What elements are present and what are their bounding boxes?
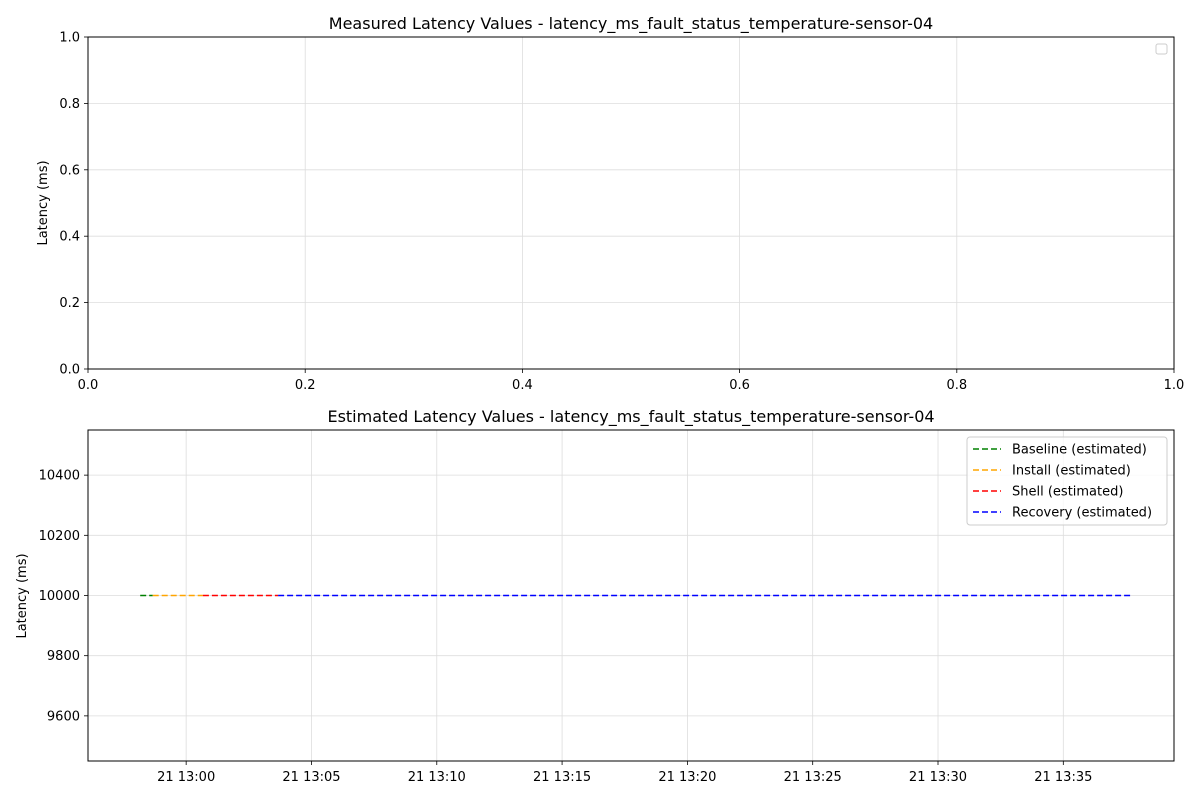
y-tick-label: 10200 (39, 529, 80, 544)
y-tick-label: 1.0 (59, 31, 80, 46)
legend: Baseline (estimated) Install (estimated) S… (966, 436, 1168, 526)
legend-entry: Shell (estimated) (1012, 485, 1123, 500)
y-axis-label: Latency (ms) (15, 553, 30, 638)
y-tick-label: 10000 (39, 589, 80, 604)
y-tick-label: 0.2 (59, 296, 80, 311)
x-tick-label: 21 13:00 (157, 770, 215, 785)
legend-entry: Install (estimated) (1012, 464, 1131, 479)
y-ticks: 9600 9800 10000 10200 10400 (39, 469, 88, 724)
x-tick-label: 21 13:10 (408, 770, 466, 785)
y-tick-label: 9800 (47, 649, 80, 664)
measured-latency-chart: Measured Latency Values - latency_ms_fau… (36, 14, 1184, 393)
y-tick-label: 0.4 (59, 230, 80, 245)
y-tick-label: 9600 (47, 709, 80, 724)
x-ticks: 21 13:00 21 13:05 21 13:10 21 13:15 21 13:20… (157, 761, 1092, 785)
x-tick-label: 0.8 (946, 378, 967, 393)
chart-title: Estimated Latency Values - latency_ms_fa… (327, 407, 934, 427)
legend-entry: Recovery (estimated) (1012, 506, 1152, 521)
x-tick-label: 21 13:05 (282, 770, 340, 785)
x-tick-label: 21 13:15 (533, 770, 591, 785)
x-tick-label: 1.0 (1164, 378, 1185, 393)
y-ticks: 0.0 0.2 0.4 0.6 0.8 1.0 (59, 31, 88, 378)
legend-entry: Baseline (estimated) (1012, 443, 1147, 458)
chart-title: Measured Latency Values - latency_ms_fau… (329, 14, 933, 34)
x-tick-label: 21 13:30 (909, 770, 967, 785)
y-axis-label: Latency (ms) (36, 160, 51, 245)
y-tick-label: 0.0 (59, 363, 80, 378)
legend-box (1155, 43, 1168, 55)
legend-box (966, 436, 1168, 526)
x-tick-label: 0.6 (729, 378, 750, 393)
y-tick-label: 10400 (39, 469, 80, 484)
x-ticks: 0.0 0.2 0.4 0.6 0.8 1.0 (78, 369, 1185, 393)
x-tick-label: 21 13:25 (784, 770, 842, 785)
estimated-latency-chart: Estimated Latency Values - latency_ms_fa… (15, 407, 1175, 785)
y-tick-label: 0.6 (59, 163, 80, 178)
x-tick-label: 21 13:20 (658, 770, 716, 785)
x-tick-label: 21 13:35 (1034, 770, 1092, 785)
plot-area (87, 36, 1175, 370)
x-tick-label: 0.0 (78, 378, 99, 393)
y-tick-label: 0.8 (59, 97, 80, 112)
x-tick-label: 0.4 (512, 378, 533, 393)
x-tick-label: 0.2 (295, 378, 316, 393)
